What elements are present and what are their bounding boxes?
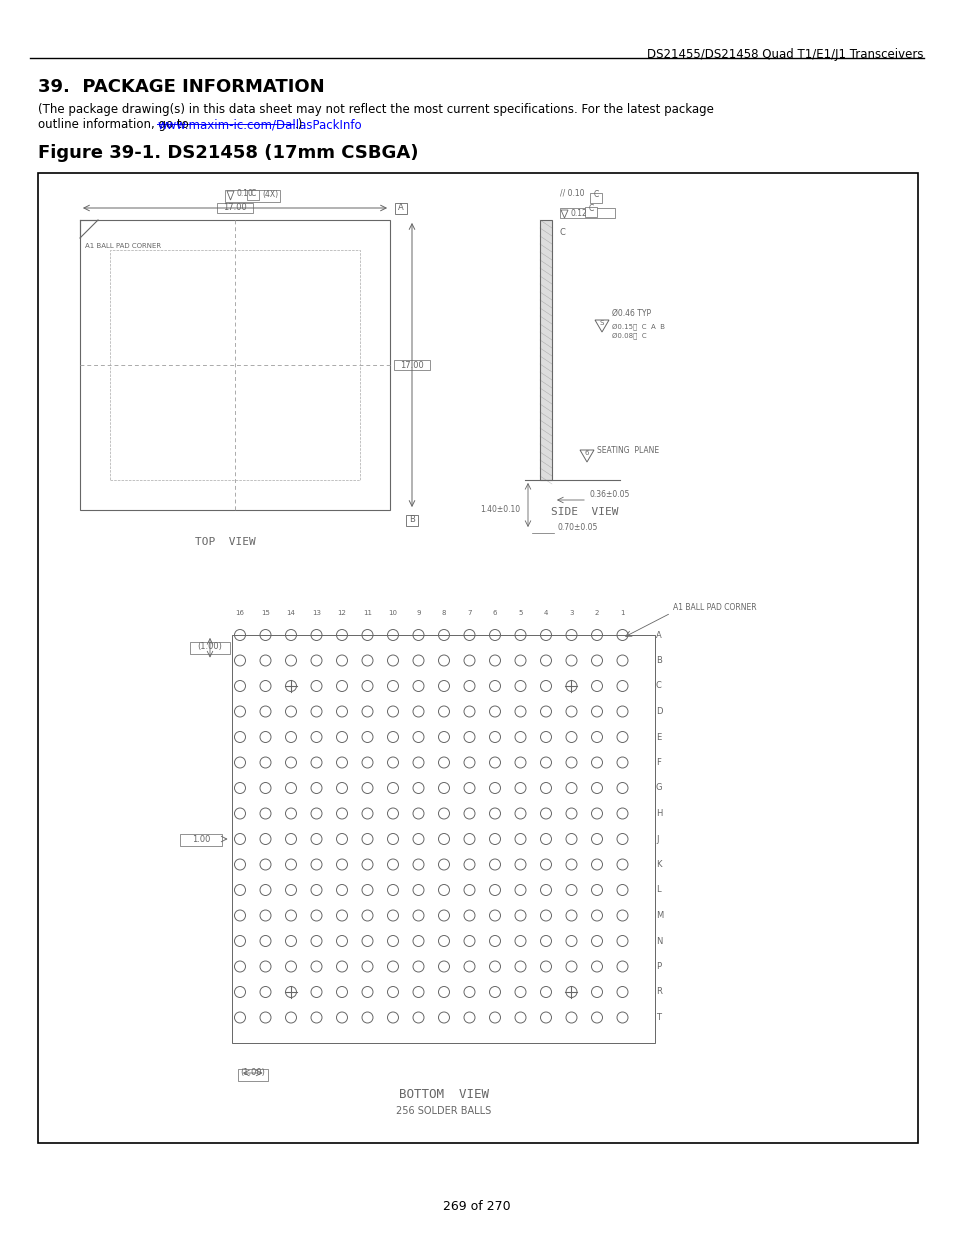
Text: G: G	[656, 783, 661, 793]
Text: SEATING  PLANE: SEATING PLANE	[597, 446, 659, 454]
Bar	[80, 220, 390, 510]
Text: BOTTOM  VIEW: BOTTOM VIEW	[398, 1088, 489, 1100]
Text: A: A	[397, 204, 403, 212]
Text: R: R	[656, 988, 661, 997]
Bar	[237, 1070, 268, 1081]
Text: 2: 2	[594, 610, 598, 616]
Bar	[190, 642, 230, 655]
Bar	[180, 834, 222, 846]
Text: A1 BALL PAD CORNER: A1 BALL PAD CORNER	[672, 603, 756, 613]
Text: www.maxim-ic.com/DallasPackInfo: www.maxim-ic.com/DallasPackInfo	[157, 119, 361, 131]
Text: 8: 8	[441, 610, 446, 616]
Text: 7: 7	[467, 610, 471, 616]
Text: 39.  PACKAGE INFORMATION: 39. PACKAGE INFORMATION	[38, 78, 324, 96]
Text: 17.00: 17.00	[399, 361, 423, 369]
Text: 0.10: 0.10	[236, 189, 253, 199]
Text: 10: 10	[388, 610, 397, 616]
Text: // 0.10: // 0.10	[559, 188, 584, 198]
Text: 0.70±0.05: 0.70±0.05	[558, 522, 598, 532]
Text: 0.36±0.05: 0.36±0.05	[589, 490, 630, 499]
Text: 269 of 270: 269 of 270	[443, 1200, 510, 1213]
Text: A: A	[656, 631, 661, 640]
Text: D: D	[656, 706, 661, 716]
Text: A1 BALL PAD CORNER: A1 BALL PAD CORNER	[85, 243, 161, 249]
Bar	[247, 190, 258, 200]
Text: P: P	[656, 962, 660, 971]
Text: 6: 6	[493, 610, 497, 616]
Text: Ø0.46 TYP: Ø0.46 TYP	[612, 309, 651, 317]
Bar	[110, 249, 359, 480]
Text: SIDE  VIEW: SIDE VIEW	[551, 508, 618, 517]
Bar	[559, 207, 615, 219]
Bar	[406, 515, 417, 526]
Bar	[233, 635, 655, 1044]
Text: (1.00): (1.00)	[240, 1068, 265, 1077]
Text: 13: 13	[312, 610, 320, 616]
Text: K: K	[656, 860, 660, 869]
Text: outline information, go to: outline information, go to	[38, 119, 193, 131]
Bar	[584, 207, 597, 217]
Text: (The package drawing(s) in this data sheet may not reflect the most current spec: (The package drawing(s) in this data she…	[38, 103, 713, 116]
Text: 1.40±0.10: 1.40±0.10	[479, 505, 519, 514]
Text: (4X): (4X)	[262, 189, 278, 199]
Bar	[394, 359, 430, 370]
Text: H: H	[656, 809, 661, 818]
Text: Ø0.08Ⓜ  C: Ø0.08Ⓜ C	[612, 332, 646, 338]
Text: 256 SOLDER BALLS: 256 SOLDER BALLS	[395, 1107, 491, 1116]
Text: M: M	[656, 911, 662, 920]
Bar	[225, 190, 280, 203]
Bar	[395, 203, 407, 214]
Text: Figure 39-1. DS21458 (17mm CSBGA): Figure 39-1. DS21458 (17mm CSBGA)	[38, 144, 418, 162]
Text: 14: 14	[286, 610, 295, 616]
Bar	[589, 193, 601, 203]
Text: 4: 4	[543, 610, 548, 616]
Text: (1.00): (1.00)	[197, 642, 222, 652]
Text: 17.00: 17.00	[223, 204, 247, 212]
Text: F: F	[656, 758, 660, 767]
Text: 5: 5	[517, 610, 522, 616]
Text: TOP  VIEW: TOP VIEW	[194, 537, 255, 547]
Bar	[38, 173, 917, 1144]
Text: T: T	[656, 1013, 660, 1023]
Text: C: C	[559, 228, 565, 237]
Text: S: S	[599, 320, 603, 326]
Text: 16: 16	[235, 610, 244, 616]
Text: 6: 6	[584, 450, 589, 456]
Text: DS21455/DS21458 Quad T1/E1/J1 Transceivers: DS21455/DS21458 Quad T1/E1/J1 Transceive…	[647, 48, 923, 61]
Text: N: N	[656, 936, 661, 946]
Text: C: C	[250, 189, 255, 199]
Text: .): .)	[294, 119, 302, 131]
Text: B: B	[409, 515, 415, 525]
Text: 15: 15	[261, 610, 270, 616]
Bar	[539, 220, 552, 480]
Text: 1: 1	[619, 610, 624, 616]
Text: Ø0.15Ⓜ  C  A  B: Ø0.15Ⓜ C A B	[612, 322, 664, 330]
Text: B: B	[656, 656, 661, 664]
Text: E: E	[656, 732, 660, 741]
Text: C: C	[593, 190, 598, 199]
Text: 1.00: 1.00	[192, 835, 210, 844]
Text: C: C	[588, 204, 593, 212]
Text: J: J	[656, 835, 658, 844]
Text: 0.12: 0.12	[571, 209, 587, 217]
Text: C: C	[656, 682, 661, 690]
Text: 3: 3	[569, 610, 573, 616]
Text: 9: 9	[416, 610, 420, 616]
Text: 12: 12	[337, 610, 346, 616]
Text: L: L	[656, 885, 659, 894]
Text: 11: 11	[363, 610, 372, 616]
Bar	[216, 203, 253, 212]
